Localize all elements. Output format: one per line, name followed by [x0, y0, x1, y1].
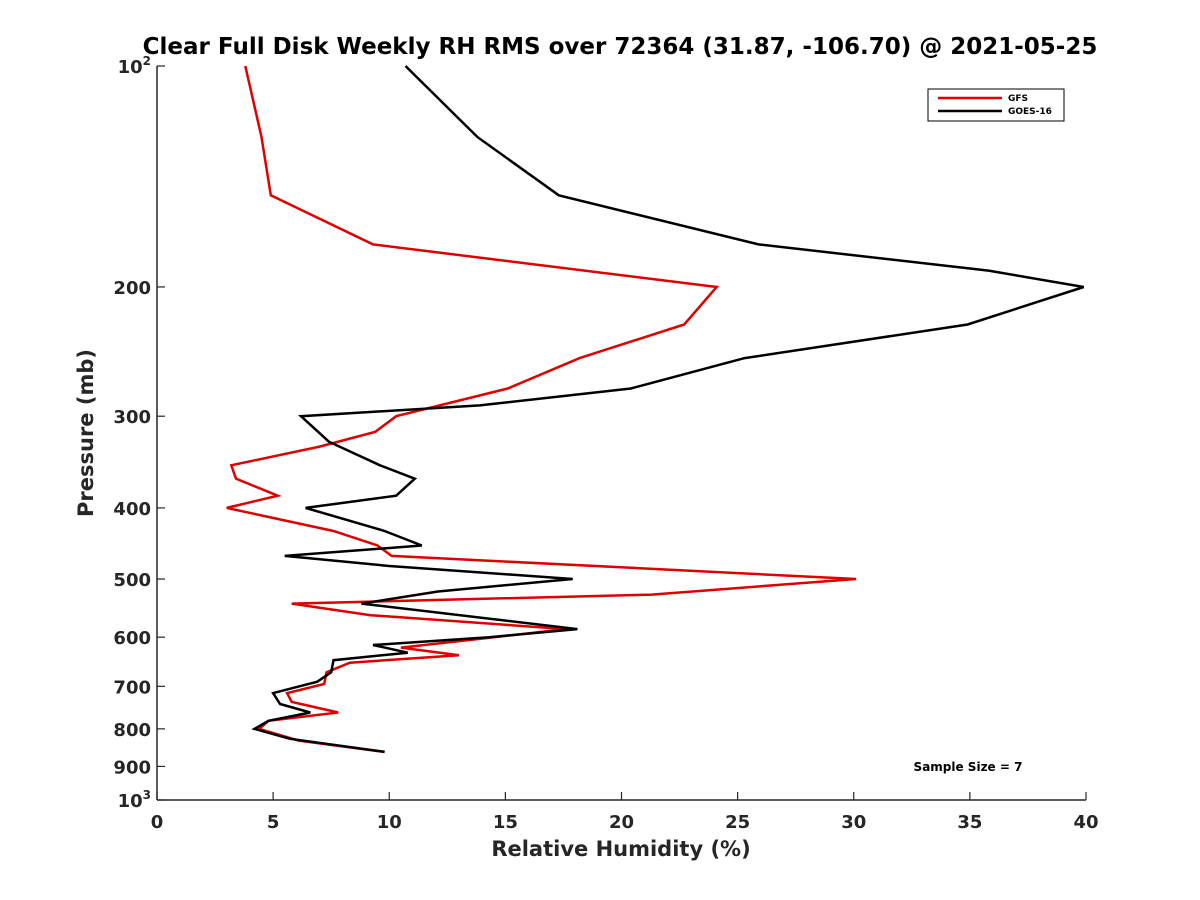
x-tick-label: 20	[609, 812, 634, 833]
y-tick-label: 600	[113, 628, 151, 649]
y-tick-label: 300	[113, 407, 151, 428]
y-tick-label: 400	[113, 499, 151, 520]
legend-box	[927, 88, 1065, 122]
series-layer	[226, 65, 1085, 754]
series-line-gfs	[226, 65, 857, 754]
x-tick-label: 40	[1073, 812, 1098, 833]
x-tick-label: 35	[957, 812, 982, 833]
legend-label-goes-16: GOES-16	[1008, 107, 1052, 117]
x-tick-label: 5	[267, 812, 280, 833]
y-tick-label: 102	[118, 54, 151, 78]
legend: GFS GOES-16	[927, 88, 1065, 122]
y-tick-label: 103	[118, 788, 151, 812]
x-tick-label: 25	[725, 812, 750, 833]
y-axis-ticks: 102 200 300 400 500 600 700 800 900 103	[113, 54, 165, 812]
x-tick-label: 0	[151, 812, 164, 833]
y-tick-label: 800	[113, 720, 151, 741]
x-tick-label: 30	[841, 812, 866, 833]
sample-size-annotation: Sample Size = 7	[914, 760, 1023, 774]
chart-title: Clear Full Disk Weekly RH RMS over 72364…	[143, 34, 1098, 60]
x-tick-label: 15	[493, 812, 518, 833]
y-tick-label: 200	[113, 278, 151, 299]
y-tick-label: 900	[113, 757, 151, 778]
series-line-goes-16	[251, 65, 1085, 754]
y-axis-label: Pressure (mb)	[74, 349, 98, 517]
x-axis-ticks: 0 5 10 15 20 25 30 35 40	[151, 792, 1099, 833]
x-tick-label: 10	[377, 812, 402, 833]
y-tick-label: 500	[113, 570, 151, 591]
x-axis-label: Relative Humidity (%)	[491, 837, 750, 861]
y-tick-label: 700	[113, 677, 151, 698]
legend-label-gfs: GFS	[1008, 94, 1028, 104]
